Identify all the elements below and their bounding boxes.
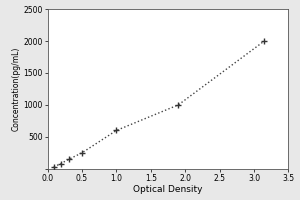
Y-axis label: Concentration(pg/mL): Concentration(pg/mL) (12, 47, 21, 131)
X-axis label: Optical Density: Optical Density (133, 185, 203, 194)
